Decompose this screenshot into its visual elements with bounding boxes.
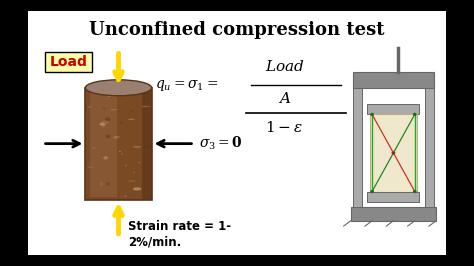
Text: $q_u = \sigma_1 =$: $q_u = \sigma_1 =$ <box>155 78 218 93</box>
Bar <box>425 80 434 207</box>
Ellipse shape <box>138 162 140 163</box>
Ellipse shape <box>100 90 108 92</box>
Ellipse shape <box>125 164 127 167</box>
Ellipse shape <box>143 93 150 95</box>
Ellipse shape <box>392 151 395 155</box>
Ellipse shape <box>119 151 121 152</box>
Ellipse shape <box>125 195 126 197</box>
Ellipse shape <box>413 113 417 116</box>
Text: Strain rate = 1-
2%/min.: Strain rate = 1- 2%/min. <box>128 220 231 248</box>
Text: Load: Load <box>50 55 88 69</box>
Ellipse shape <box>87 106 92 108</box>
Ellipse shape <box>100 122 105 126</box>
Text: $1 - \varepsilon$: $1 - \varepsilon$ <box>265 120 303 135</box>
Ellipse shape <box>145 146 152 149</box>
Bar <box>45 52 92 72</box>
Text: Unconfined compression test: Unconfined compression test <box>89 21 385 39</box>
Ellipse shape <box>144 106 151 107</box>
Ellipse shape <box>105 134 110 138</box>
Text: $\sigma_3 = \mathbf{0}$: $\sigma_3 = \mathbf{0}$ <box>199 135 243 152</box>
Ellipse shape <box>133 172 135 173</box>
Text: $\mathit{A}$: $\mathit{A}$ <box>278 91 291 106</box>
Bar <box>142 88 152 200</box>
Ellipse shape <box>102 125 105 128</box>
Bar <box>28 11 446 255</box>
Ellipse shape <box>129 110 134 111</box>
Ellipse shape <box>108 94 114 97</box>
Ellipse shape <box>103 156 108 160</box>
Ellipse shape <box>102 108 106 110</box>
Ellipse shape <box>110 109 118 110</box>
Bar <box>367 192 419 202</box>
Ellipse shape <box>87 167 95 168</box>
Ellipse shape <box>100 182 103 186</box>
Ellipse shape <box>121 153 123 155</box>
Ellipse shape <box>105 117 111 121</box>
FancyBboxPatch shape <box>90 90 117 197</box>
Ellipse shape <box>413 190 417 193</box>
Ellipse shape <box>128 180 136 182</box>
Ellipse shape <box>85 80 152 96</box>
Ellipse shape <box>133 187 141 190</box>
Ellipse shape <box>114 136 120 138</box>
Ellipse shape <box>106 182 109 186</box>
Ellipse shape <box>112 138 118 139</box>
Ellipse shape <box>146 107 149 109</box>
Ellipse shape <box>110 96 113 98</box>
Ellipse shape <box>92 147 96 149</box>
Ellipse shape <box>370 113 374 116</box>
Ellipse shape <box>128 119 135 120</box>
Ellipse shape <box>133 146 141 148</box>
Bar <box>85 88 152 200</box>
Ellipse shape <box>119 122 123 123</box>
Bar <box>351 207 436 221</box>
Bar <box>353 80 362 207</box>
Bar <box>353 72 434 88</box>
Bar <box>367 104 419 114</box>
Ellipse shape <box>101 120 109 124</box>
Text: $\mathit{Load}$: $\mathit{Load}$ <box>264 59 304 74</box>
Ellipse shape <box>370 190 374 193</box>
Ellipse shape <box>142 106 146 107</box>
Bar <box>370 114 417 192</box>
